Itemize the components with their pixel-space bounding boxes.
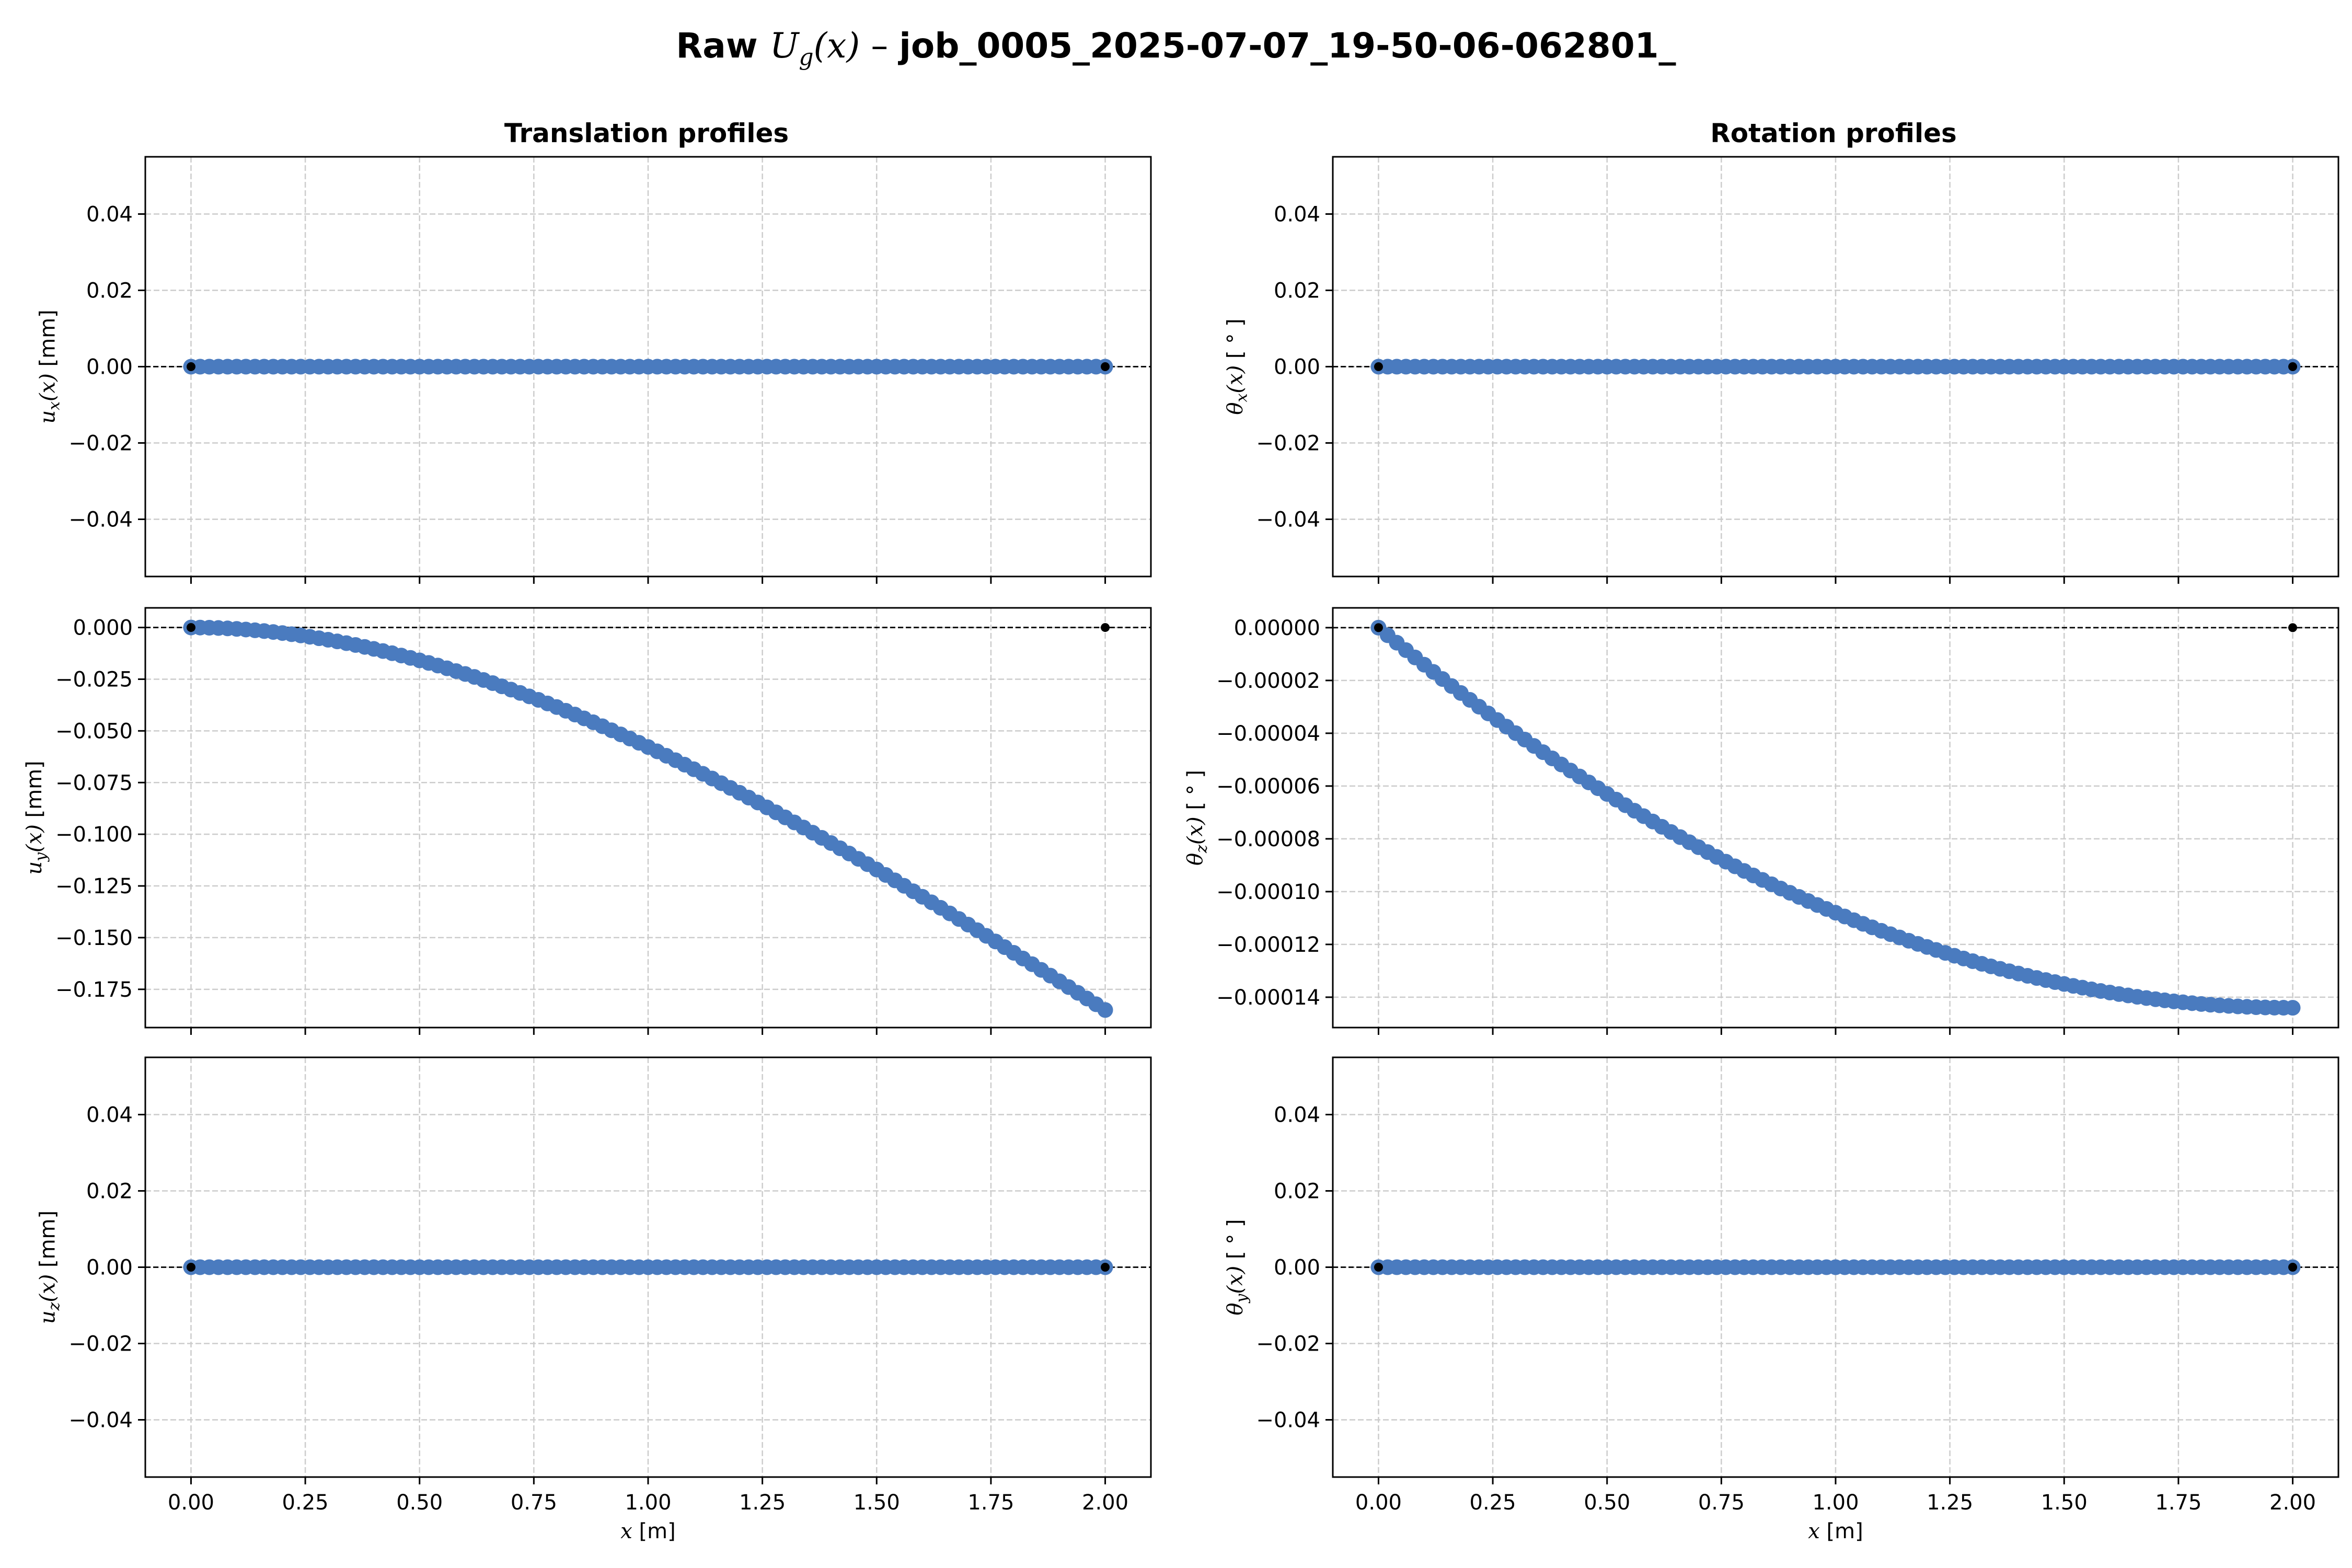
y-tick-label: −0.02 — [68, 432, 133, 456]
x-tick-label: 0.25 — [282, 1491, 329, 1515]
x-tick-label: 0.25 — [1470, 1491, 1516, 1515]
reference-point — [186, 1263, 195, 1272]
series-ux — [183, 359, 1113, 375]
x-tick-label: 1.75 — [967, 1491, 1014, 1515]
panel-uz: −0.04 −0.02 0.00 0.02 0.04 0.00 0.25 0.50 0.75 1.… — [36, 1056, 1152, 1543]
panel-thy: −0.04 −0.02 0.00 0.02 0.04 0.00 0.25 0.50 0.75 1.… — [1224, 1056, 2339, 1543]
reference-point — [1374, 1263, 1383, 1272]
y-tick-label: −0.075 — [55, 771, 133, 795]
y-tick-label: −0.00012 — [1216, 933, 1320, 957]
y-tick-label: 0.02 — [86, 1180, 133, 1204]
x-axis-label: x [m] — [1808, 1519, 1863, 1543]
y-axis-label: ux(x) [mm] — [36, 309, 64, 423]
y-tick-label: 0.02 — [86, 279, 133, 303]
x-tick-label: 1.00 — [625, 1491, 671, 1515]
y-tick-label: −0.025 — [55, 667, 133, 691]
x-tick-label: 0.00 — [1355, 1491, 1402, 1515]
y-tick-label: −0.175 — [55, 978, 133, 1002]
series-thx — [1370, 359, 2301, 375]
y-tick-label: 0.00 — [86, 355, 133, 379]
y-tick-label: 0.00000 — [1234, 616, 1320, 640]
series-thz — [1370, 619, 2301, 1016]
y-tick-label: 0.04 — [86, 1103, 133, 1127]
y-axis-label: θy(x) [ ° ] — [1224, 1219, 1251, 1315]
panel-thx: −0.04 −0.02 0.00 0.02 0.04 θx(x) [ ° ] — [1224, 156, 2339, 584]
series-uz — [183, 1259, 1113, 1275]
x-tick-label: 2.00 — [1082, 1491, 1128, 1515]
reference-point — [1374, 623, 1383, 632]
x-tick-label: 1.50 — [854, 1491, 900, 1515]
y-tick-label: −0.00010 — [1216, 880, 1320, 904]
y-tick-label: −0.02 — [1256, 432, 1320, 456]
y-tick-label: −0.00014 — [1216, 986, 1320, 1010]
y-tick-label: −0.00006 — [1216, 775, 1320, 799]
x-tick-label: 0.75 — [511, 1491, 557, 1515]
reference-point — [2288, 362, 2298, 371]
figure-title: Raw Ug(x) – job_0005_2025-07-07_19-50-06… — [676, 26, 1676, 71]
x-axis-label: x [m] — [620, 1519, 675, 1543]
y-tick-label: 0.02 — [1274, 279, 1320, 303]
reference-point — [186, 362, 195, 371]
y-tick-label: −0.04 — [68, 1409, 133, 1433]
x-tick-label: 0.00 — [168, 1491, 214, 1515]
y-tick-label: −0.00002 — [1216, 669, 1320, 693]
column-title-translation: Translation profiles — [504, 118, 789, 148]
y-tick-label: 0.000 — [73, 616, 133, 640]
y-tick-label: −0.04 — [68, 508, 133, 532]
x-tick-label: 1.25 — [739, 1491, 786, 1515]
y-tick-label: −0.00004 — [1216, 722, 1320, 746]
x-tick-label: 0.75 — [1698, 1491, 1745, 1515]
x-tick-label: 1.25 — [1927, 1491, 1973, 1515]
y-tick-label: 0.02 — [1274, 1180, 1320, 1204]
y-tick-label: 0.00 — [1274, 1256, 1320, 1280]
series-uy — [183, 619, 1113, 1018]
reference-point — [1101, 362, 1110, 371]
reference-point — [1101, 623, 1110, 632]
reference-point — [1374, 362, 1383, 371]
reference-point — [1101, 1263, 1110, 1272]
reference-point — [2288, 623, 2298, 632]
y-tick-label: 0.04 — [1274, 203, 1320, 227]
y-tick-label: −0.04 — [1256, 508, 1320, 532]
y-tick-label: 0.04 — [86, 203, 133, 227]
x-tick-label: 1.75 — [2155, 1491, 2201, 1515]
x-tick-label: 1.00 — [1812, 1491, 1859, 1515]
x-tick-label: 0.50 — [396, 1491, 443, 1515]
y-tick-label: −0.050 — [55, 719, 133, 743]
y-axis-label: uy(x) [mm] — [22, 760, 50, 874]
y-tick-label: −0.150 — [55, 926, 133, 950]
y-axis-label: θx(x) [ ° ] — [1224, 318, 1251, 414]
x-tick-label: 0.50 — [1584, 1491, 1630, 1515]
y-tick-label: −0.125 — [55, 874, 133, 898]
y-tick-label: 0.00 — [1274, 355, 1320, 379]
panel-thz: −0.00014 −0.00012 −0.00010 −0.00008 −0.00006… — [1183, 607, 2339, 1035]
y-tick-label: −0.04 — [1256, 1409, 1320, 1433]
y-tick-label: 0.04 — [1274, 1103, 1320, 1127]
panel-ux: −0.04 −0.02 0.00 0.02 0.04 ux(x) [mm] — [36, 156, 1152, 584]
data-point — [1097, 1002, 1113, 1018]
column-title-rotation: Rotation profiles — [1710, 118, 1957, 148]
data-point — [2285, 1000, 2301, 1016]
y-tick-label: −0.00008 — [1216, 827, 1320, 851]
reference-point — [2288, 1263, 2298, 1272]
y-tick-label: −0.02 — [68, 1332, 133, 1356]
y-axis-label: θz(x) [ ° ] — [1183, 770, 1211, 866]
panel-uy: −0.175 −0.150 −0.125 −0.100 −0.075 −0.050 −0.0… — [22, 607, 1152, 1035]
y-tick-label: −0.100 — [55, 823, 133, 847]
x-tick-label: 2.00 — [2269, 1491, 2316, 1515]
reference-point — [186, 623, 195, 632]
series-thy — [1370, 1259, 2301, 1275]
y-tick-label: 0.00 — [86, 1256, 133, 1280]
y-tick-label: −0.02 — [1256, 1332, 1320, 1356]
y-axis-label: uz(x) [mm] — [36, 1210, 64, 1324]
x-tick-label: 1.50 — [2041, 1491, 2088, 1515]
